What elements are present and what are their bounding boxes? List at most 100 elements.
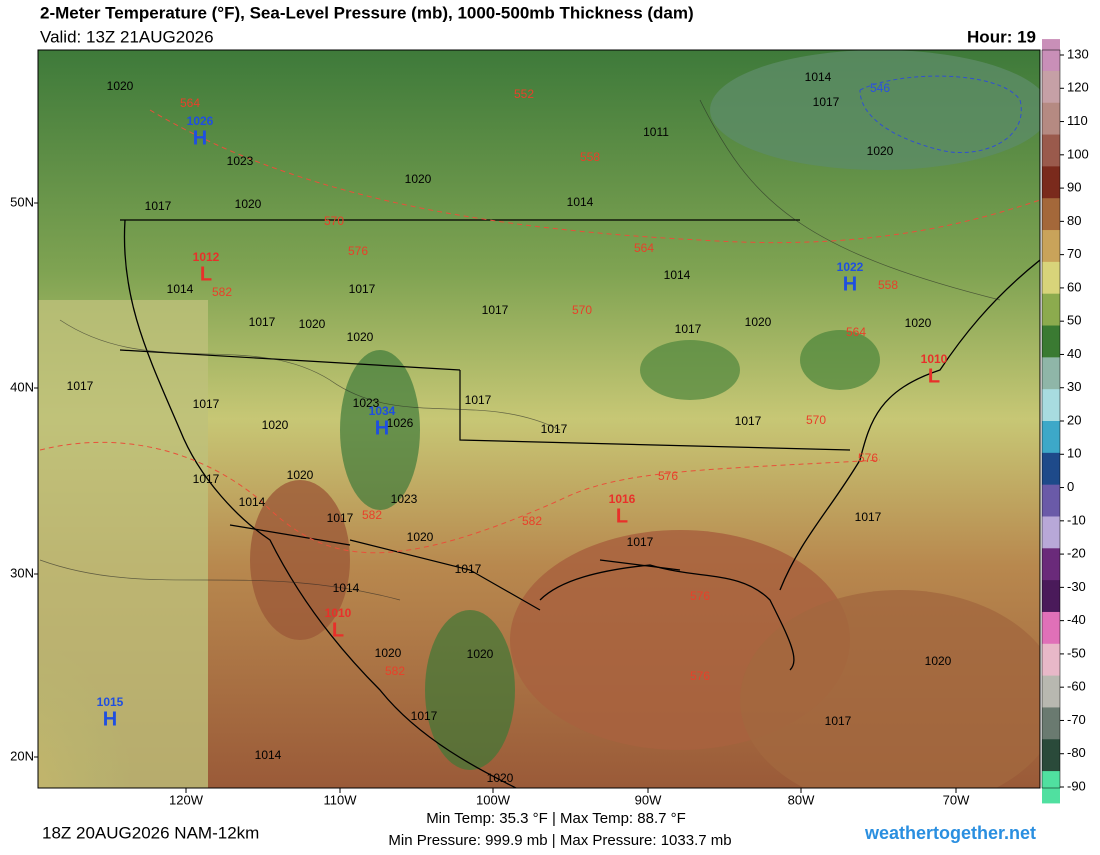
isobar-label: 1020 <box>262 418 289 432</box>
pressure-center-value: 1034 <box>369 404 396 418</box>
lon-label: 70W <box>943 792 970 807</box>
colorbar-segment <box>1042 102 1060 136</box>
colorbar-label: 80 <box>1067 213 1081 228</box>
pressure-center-letter: L <box>616 505 628 527</box>
isobar-label: 1020 <box>745 315 772 329</box>
lon-label: 120W <box>169 792 204 807</box>
map-frame <box>37 49 1041 789</box>
pressure-center-value: 1015 <box>97 695 124 709</box>
thickness-label: 570 <box>806 413 826 427</box>
colorbar-label: -20 <box>1067 546 1086 561</box>
colorbar-label: -70 <box>1067 712 1086 727</box>
pressure-center-letter: H <box>103 708 117 730</box>
isobar-label: 1014 <box>333 581 360 595</box>
colorbar-segment <box>1042 230 1060 263</box>
colorbar-label: 60 <box>1067 279 1081 294</box>
colorbar-label: 70 <box>1067 246 1081 261</box>
isobar-label: 1017 <box>813 95 840 109</box>
isobar-label: 1017 <box>465 393 492 407</box>
isobar-label: 1020 <box>925 654 952 668</box>
colorbar-segment <box>1042 643 1060 677</box>
pressure-center-value: 1010 <box>325 606 352 620</box>
isobar-label: 1017 <box>145 199 172 213</box>
title: 2-Meter Temperature (°F), Sea-Level Pres… <box>40 3 694 22</box>
isobar-label: 1023 <box>391 492 418 506</box>
isobar-label: 1017 <box>675 322 702 336</box>
isobar-label: 1017 <box>455 562 482 576</box>
colorbar-label: 50 <box>1067 313 1081 328</box>
isobar-label: 1020 <box>467 647 494 661</box>
colorbar-label: -10 <box>1067 512 1086 527</box>
colorbar-segment <box>1042 261 1060 295</box>
isobar-label: 1014 <box>664 268 691 282</box>
isobar-label: 1017 <box>411 709 438 723</box>
colorbar-label: 110 <box>1067 113 1088 128</box>
thickness-label: 576 <box>858 451 878 465</box>
colorbar-segment <box>1042 771 1060 804</box>
colorbar-segment <box>1042 548 1060 581</box>
isobar-label: 1020 <box>487 771 514 785</box>
isobar-label: 1020 <box>375 646 402 660</box>
isobar-label: 1026 <box>387 416 414 430</box>
isobar-label: 1020 <box>405 172 432 186</box>
isobar-label: 1014 <box>239 495 266 509</box>
colorbar-segment <box>1042 452 1060 486</box>
colorbar-label: 100 <box>1067 146 1089 161</box>
isobar-label: 1014 <box>255 748 282 762</box>
colorbar-segment <box>1042 675 1060 708</box>
isobar-label: 1017 <box>825 714 852 728</box>
isobar-label: 1017 <box>735 414 762 428</box>
colorbar-segment <box>1042 389 1060 422</box>
isobar-label: 1020 <box>107 79 134 93</box>
thickness-label: 576 <box>690 589 710 603</box>
thickness-label: 582 <box>362 508 382 522</box>
thickness-label: 546 <box>870 81 890 95</box>
lon-label: 110W <box>324 792 358 807</box>
isobar-label: 1017 <box>327 511 354 525</box>
pressure-center-letter: L <box>928 365 940 387</box>
pressure-range: Min Pressure: 999.9 mb | Max Pressure: 1… <box>388 832 731 849</box>
colorbar-segment <box>1042 70 1060 104</box>
pressure-center-letter: L <box>200 263 212 285</box>
colorbar-label: -60 <box>1067 679 1086 694</box>
lon-label: 80W <box>788 792 815 807</box>
colorbar-segment <box>1042 611 1060 645</box>
thickness-label: 558 <box>580 150 600 164</box>
colorbar-label: -40 <box>1067 612 1086 627</box>
colorbar-segment <box>1042 166 1060 199</box>
pressure-center-value: 1022 <box>837 260 864 274</box>
isobar-label: 1014 <box>805 70 832 84</box>
isobar-label: 1020 <box>407 530 434 544</box>
colorbar-label: 10 <box>1067 446 1081 461</box>
colorbar-label: 90 <box>1067 180 1081 195</box>
thickness-label: 570 <box>324 214 344 228</box>
thickness-label: 558 <box>878 278 898 292</box>
pressure-center-letter: H <box>193 127 207 149</box>
colorbar-segment <box>1042 484 1060 517</box>
isobar-label: 1017 <box>482 303 509 317</box>
isobar-label: 1017 <box>193 472 220 486</box>
colorbar-segment <box>1042 357 1060 390</box>
thickness-label: 582 <box>522 514 542 528</box>
colorbar-segment <box>1042 739 1060 772</box>
isobar-label: 1020 <box>905 316 932 330</box>
thickness-label: 582 <box>385 664 405 678</box>
thickness-label: 570 <box>572 303 592 317</box>
isobar-label: 1020 <box>235 197 262 211</box>
temp-range: Min Temp: 35.3 °F | Max Temp: 88.7 °F <box>426 810 686 827</box>
colorbar-segment <box>1042 421 1060 454</box>
colorbar-label: 20 <box>1067 412 1081 427</box>
pressure-center-value: 1012 <box>193 250 220 264</box>
map-background <box>38 50 1040 788</box>
colorbar-frame <box>1041 49 1061 789</box>
site-name[interactable]: weathertogether.net <box>864 823 1036 843</box>
lat-label: 30N <box>10 565 34 580</box>
colorbar-label: 40 <box>1067 346 1081 361</box>
thickness-label: 564 <box>634 241 654 255</box>
thickness-label: 576 <box>690 669 710 683</box>
pressure-center-value: 1016 <box>609 492 636 506</box>
isobar-label: 1020 <box>347 330 374 344</box>
thickness-label: 564 <box>180 96 200 110</box>
colorbar-segment <box>1042 293 1060 327</box>
colorbar-segment <box>1042 39 1060 72</box>
